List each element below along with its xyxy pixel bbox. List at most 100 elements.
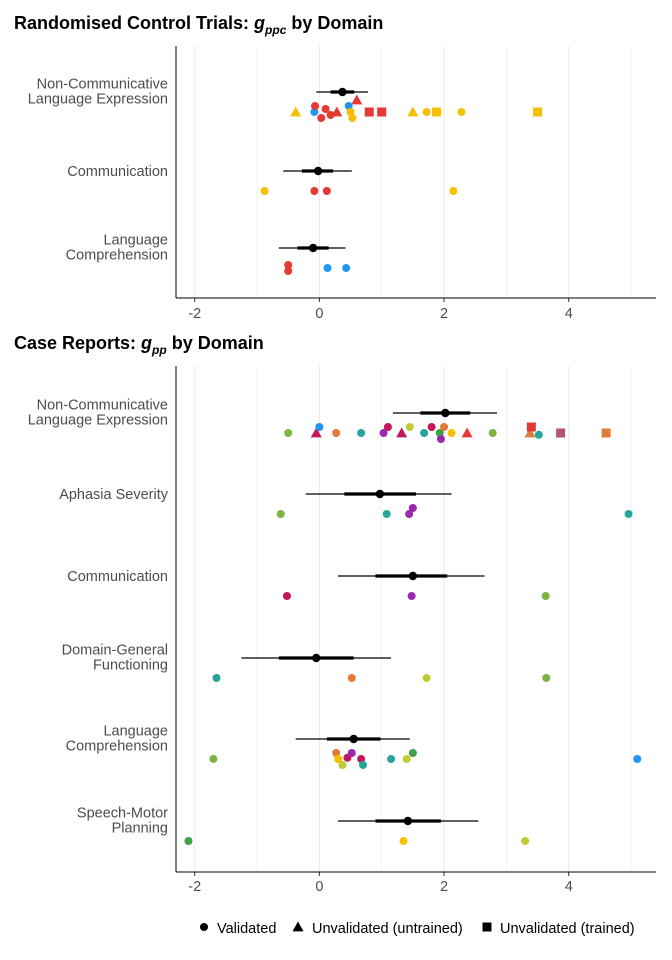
case-category-label: Language [103,724,168,740]
rct-effect-point [457,108,466,116]
case-summary-estimate [403,816,413,826]
rct-panel: Randomised Control Trials: gppc by Domai… [14,13,656,322]
case-effect-point [408,749,417,757]
rct-effect-point [364,107,374,117]
case-x-tick-label: 4 [565,879,573,895]
case-title: Case Reports: gpp by Domain [14,333,264,357]
case-effect-point [534,430,543,439]
rct-effect-point [432,107,442,117]
case-category-label: Functioning [93,658,168,674]
rct-x-tick-label: 2 [440,306,448,322]
rct-summary-estimate [313,166,323,176]
rct-effect-point [322,187,331,195]
rct-effect-point [533,107,543,117]
case-effect-point [282,592,291,600]
rct-axes [175,46,656,299]
rct-summary-estimate [308,243,318,253]
legend-label: Unvalidated (untrained) [312,921,463,937]
case-category-label: Communication [67,569,168,585]
rct-effect-point [377,107,387,117]
case-effect-point [382,510,391,518]
rct-effect-point [326,111,335,119]
case-effect-point [383,423,392,431]
rct-effect-point [284,261,293,269]
case-effect-point [347,749,356,757]
case-effect-point [541,592,550,600]
case-x-tick-label: 2 [440,879,448,895]
case-effect-point [357,429,366,437]
rct-effect-point [284,267,293,275]
case-effect-point [407,592,416,600]
case-effect-point [212,674,221,682]
case-effect-point [332,429,341,437]
case-effect-point [440,423,449,431]
rct-effect-point [321,105,330,113]
case-effect-point [521,837,530,845]
case-effect-point [315,423,324,431]
case-category-label: Speech-Motor [77,806,168,822]
case-effect-point [447,429,456,437]
rct-effect-point [407,106,419,117]
rct-effect-point [344,102,353,110]
case-effect-point [310,427,322,438]
case-effect-point [334,755,343,763]
legend-triangle-icon [292,921,304,932]
case-x-tick-label: 0 [315,879,323,895]
case-gridlines [194,366,632,872]
rct-category-label: Language [103,233,168,249]
rct-effect-point [290,106,302,117]
rct-effect-point [317,114,326,122]
rct-effect-point [260,187,269,195]
rct-category-label: Communication [67,164,168,180]
case-effect-point [556,428,566,438]
rct-gridlines [194,46,632,298]
case-effect-point [332,749,341,757]
case-effect-point [399,837,408,845]
rct-x-ticks: -2 0 2 4 [188,298,573,322]
case-effect-point [405,423,414,431]
rct-effect-point [310,187,319,195]
case-category-label: Domain-General [62,643,168,659]
case-effect-point [387,755,396,763]
case-effect-point [435,429,444,437]
case-effect-point [359,761,368,769]
rct-effect-point [331,106,343,117]
case-effect-point [347,674,356,682]
rct-effect-point [342,264,351,272]
rct-effect-point [449,187,458,195]
case-effect-point [427,423,436,431]
case-effect-point [601,428,611,438]
case-effect-point [633,755,642,763]
rct-x-tick-label: -2 [188,306,201,322]
rct-effect-point [422,108,431,116]
case-effect-point [338,761,347,769]
legend-square-icon [482,922,492,932]
case-category-label: Aphasia Severity [59,487,169,503]
case-effect-point [488,429,497,437]
rct-effect-point [351,94,363,105]
rct-effect-point [346,108,355,116]
case-category-label: Non-Communicative [37,398,168,414]
case-marks [184,408,642,845]
case-effect-point [422,674,431,682]
rct-category-label: Language Expression [28,92,168,108]
rct-summary-estimate [338,87,347,97]
legend-circle-icon [200,923,208,931]
rct-effect-point [323,264,332,272]
case-axes [175,366,656,873]
case-effect-point [624,510,633,518]
rct-category-label: Non-Communicative [37,77,168,93]
case-category-label: Comprehension [66,739,168,755]
case-effect-point [209,755,218,763]
case-effect-point [526,422,536,432]
case-summary-estimate [441,408,450,418]
rct-effect-point [311,102,320,110]
case-effect-point [357,755,366,763]
case-panel: Case Reports: gpp by Domain Non-Communic… [14,333,656,895]
case-summary-estimate [312,653,321,663]
case-category-label: Language Expression [28,413,168,429]
legend-label: Validated [217,921,276,937]
